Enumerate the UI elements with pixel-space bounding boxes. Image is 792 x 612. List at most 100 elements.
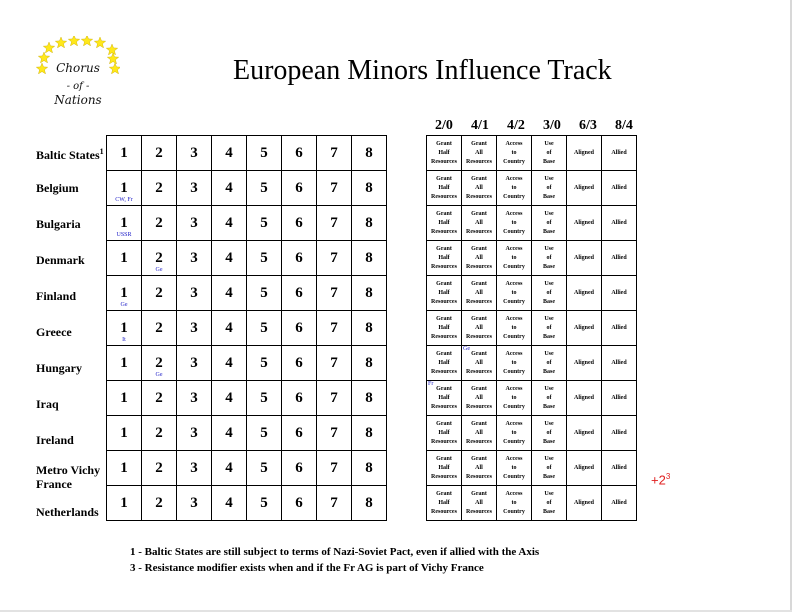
track-box[interactable]: 4 <box>211 450 247 486</box>
effect-box[interactable]: Grant All Resources <box>461 240 497 276</box>
effect-box[interactable]: Use of Base <box>531 275 567 311</box>
track-box[interactable]: 5 <box>246 275 282 311</box>
track-box[interactable]: 8 <box>351 380 387 416</box>
effect-box[interactable]: Allied <box>601 135 637 171</box>
effect-box[interactable]: Use of Base <box>531 450 567 486</box>
effect-box[interactable]: Grant All Resources <box>461 380 497 416</box>
effect-box[interactable]: Allied <box>601 415 637 451</box>
track-box[interactable]: 6 <box>281 450 317 486</box>
track-box[interactable]: 3 <box>176 310 212 346</box>
track-box[interactable]: 2 <box>141 275 177 311</box>
effect-box[interactable]: Use of Base <box>531 310 567 346</box>
track-box[interactable]: 7 <box>316 345 352 381</box>
track-box[interactable]: 2 <box>141 380 177 416</box>
effect-box[interactable]: Aligned <box>566 205 602 241</box>
track-box[interactable]: 8 <box>351 345 387 381</box>
track-box[interactable]: 4 <box>211 310 247 346</box>
effect-box[interactable]: Access to Country <box>496 380 532 416</box>
track-box[interactable]: 5 <box>246 170 282 206</box>
track-box[interactable]: 3 <box>176 450 212 486</box>
effect-box[interactable]: Grant Half Resources <box>426 345 462 381</box>
track-box[interactable]: 6 <box>281 485 317 521</box>
track-box[interactable]: 5 <box>246 450 282 486</box>
track-box[interactable]: 1 <box>106 380 142 416</box>
track-box[interactable]: 2 Ge <box>141 345 177 381</box>
track-box[interactable]: 6 <box>281 310 317 346</box>
track-box[interactable]: 5 <box>246 310 282 346</box>
track-box[interactable]: 1 <box>106 485 142 521</box>
track-box[interactable]: 8 <box>351 415 387 451</box>
track-box[interactable]: 1 CW, Fr <box>106 170 142 206</box>
track-box[interactable]: 3 <box>176 485 212 521</box>
effect-box[interactable]: Allied <box>601 170 637 206</box>
track-box[interactable]: 4 <box>211 485 247 521</box>
effect-box[interactable]: Grant Half Resources <box>426 485 462 521</box>
track-box[interactable]: 3 <box>176 170 212 206</box>
track-box[interactable]: 4 <box>211 380 247 416</box>
track-box[interactable]: 8 <box>351 170 387 206</box>
track-box[interactable]: 5 <box>246 205 282 241</box>
track-box[interactable]: 7 <box>316 310 352 346</box>
track-box[interactable]: 1 <box>106 135 142 171</box>
effect-box[interactable]: Grant Half Resources Fr <box>426 380 462 416</box>
track-box[interactable]: 2 <box>141 170 177 206</box>
effect-box[interactable]: Grant Half Resources <box>426 135 462 171</box>
track-box[interactable]: 6 <box>281 205 317 241</box>
effect-box[interactable]: Aligned <box>566 135 602 171</box>
effect-box[interactable]: Allied <box>601 205 637 241</box>
effect-box[interactable]: Allied <box>601 450 637 486</box>
track-box[interactable]: 8 <box>351 205 387 241</box>
effect-box[interactable]: Access to Country <box>496 240 532 276</box>
track-box[interactable]: 6 <box>281 275 317 311</box>
track-box[interactable]: 8 <box>351 485 387 521</box>
effect-box[interactable]: Aligned <box>566 380 602 416</box>
effect-box[interactable]: Use of Base <box>531 485 567 521</box>
track-box[interactable]: 3 <box>176 415 212 451</box>
track-box[interactable]: 8 <box>351 135 387 171</box>
track-box[interactable]: 3 <box>176 135 212 171</box>
track-box[interactable]: 5 <box>246 415 282 451</box>
effect-box[interactable]: Access to Country <box>496 415 532 451</box>
effect-box[interactable]: Use of Base <box>531 240 567 276</box>
effect-box[interactable]: Access to Country <box>496 450 532 486</box>
effect-box[interactable]: Aligned <box>566 415 602 451</box>
track-box[interactable]: 4 <box>211 135 247 171</box>
track-box[interactable]: 3 <box>176 240 212 276</box>
effect-box[interactable]: Allied <box>601 345 637 381</box>
track-box[interactable]: 5 <box>246 240 282 276</box>
track-box[interactable]: 4 <box>211 240 247 276</box>
track-box[interactable]: 7 <box>316 415 352 451</box>
track-box[interactable]: 7 <box>316 485 352 521</box>
effect-box[interactable]: Grant Half Resources <box>426 450 462 486</box>
track-box[interactable]: 7 <box>316 205 352 241</box>
track-box[interactable]: 7 <box>316 380 352 416</box>
track-box[interactable]: 2 <box>141 485 177 521</box>
track-box[interactable]: 4 <box>211 345 247 381</box>
track-box[interactable]: 5 <box>246 135 282 171</box>
effect-box[interactable]: Allied <box>601 240 637 276</box>
track-box[interactable]: 6 <box>281 415 317 451</box>
track-box[interactable]: 1 <box>106 240 142 276</box>
effect-box[interactable]: Access to Country <box>496 485 532 521</box>
effect-box[interactable]: Grant Half Resources <box>426 275 462 311</box>
track-box[interactable]: 1 <box>106 345 142 381</box>
effect-box[interactable]: Access to Country <box>496 275 532 311</box>
effect-box[interactable]: Allied <box>601 380 637 416</box>
effect-box[interactable]: Grant Half Resources <box>426 170 462 206</box>
effect-box[interactable]: Allied <box>601 310 637 346</box>
effect-box[interactable]: Allied <box>601 485 637 521</box>
effect-box[interactable]: Use of Base <box>531 415 567 451</box>
track-box[interactable]: 3 <box>176 380 212 416</box>
effect-box[interactable]: Aligned <box>566 310 602 346</box>
effect-box[interactable]: Aligned <box>566 170 602 206</box>
effect-box[interactable]: Aligned <box>566 485 602 521</box>
track-box[interactable]: 8 <box>351 310 387 346</box>
effect-box[interactable]: Access to Country <box>496 135 532 171</box>
effect-box[interactable]: Aligned <box>566 275 602 311</box>
track-box[interactable]: 8 <box>351 275 387 311</box>
effect-box[interactable]: Aligned <box>566 345 602 381</box>
track-box[interactable]: 6 <box>281 135 317 171</box>
track-box[interactable]: 7 <box>316 240 352 276</box>
track-box[interactable]: 7 <box>316 135 352 171</box>
effect-box[interactable]: Grant Half Resources <box>426 240 462 276</box>
